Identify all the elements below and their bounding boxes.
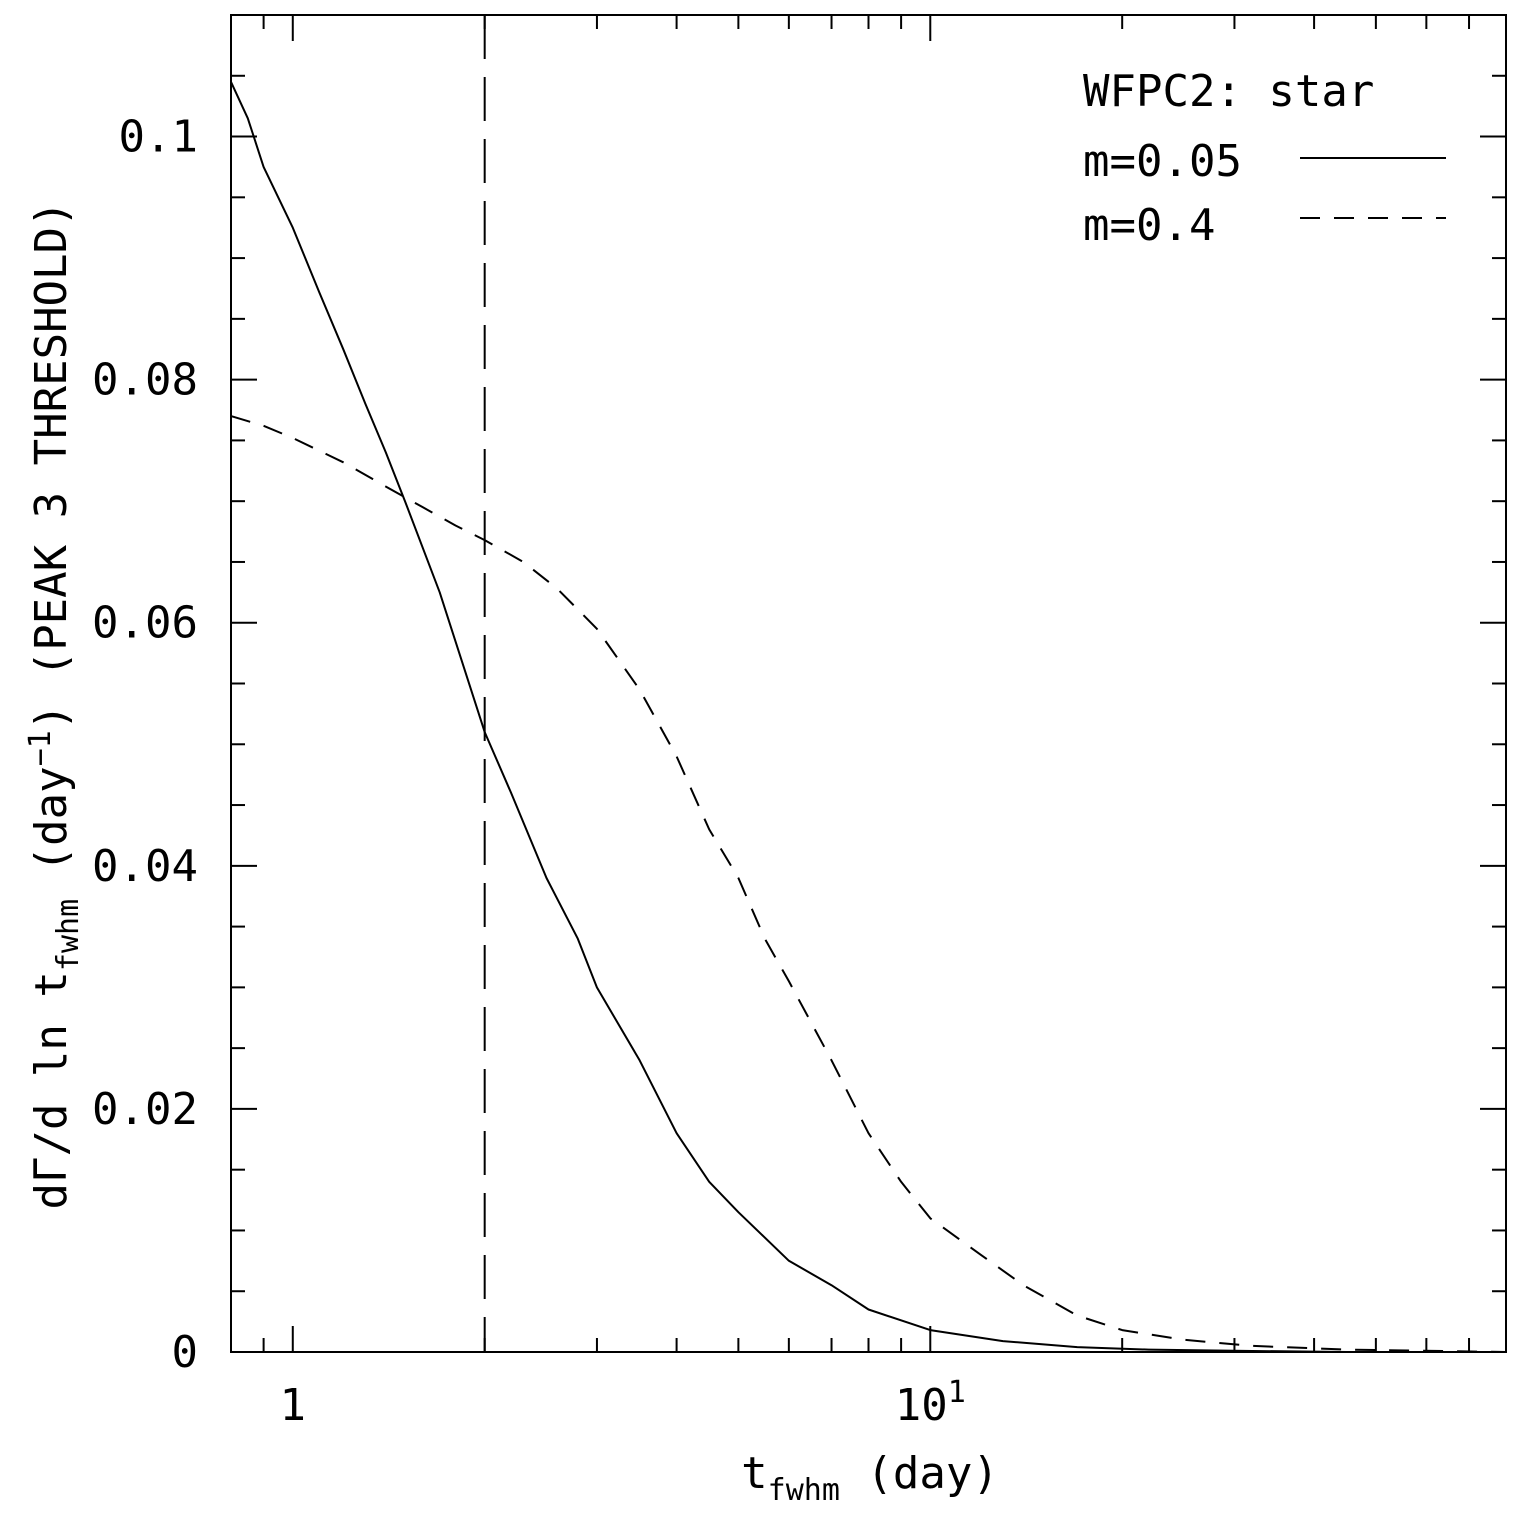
plot-frame (230, 14, 1507, 1353)
y-tick-label: 0.08 (92, 355, 198, 406)
y-tick-label: 0.02 (92, 1084, 198, 1135)
y-tick-label: 0.1 (119, 112, 198, 163)
y-tick-labels: 0 0.02 0.04 0.06 0.08 0.1 (92, 112, 198, 1378)
x-axis-label-main: t (741, 1448, 768, 1499)
legend: WFPC2: star m=0.05 m=0.4 (1083, 66, 1446, 251)
x-tick-labels: 1 101 (280, 1375, 966, 1431)
x-tick-label-exponent: 1 (948, 1375, 966, 1410)
series-layer (230, 81, 1507, 1353)
x-axis-label-rest: (day) (840, 1448, 999, 1499)
series-line-m005 (230, 81, 1506, 1353)
y-axis-label-mid: (day (26, 766, 77, 898)
y-axis-label-sup: −1 (23, 730, 58, 766)
series-line-m04 (230, 415, 1507, 1353)
x-axis-label: tfwhm (day) (741, 1448, 999, 1508)
y-axis-label-sub: fwhm (51, 899, 86, 971)
y-axis-label-post: ) (PEAK 3 THRESHOLD) (26, 200, 77, 730)
y-axis-label: dΓ/d ln tfwhm (day−1) (PEAK 3 THRESHOLD) (23, 200, 86, 1209)
y-axis-label-pre: dΓ/d ln t (26, 971, 77, 1209)
legend-label-m005: m=0.05 (1083, 136, 1242, 187)
y-tick-label: 0.04 (92, 841, 198, 892)
x-tick-label-base: 10 (895, 1380, 948, 1431)
x-tick-label-base: 1 (280, 1380, 307, 1431)
legend-label-m04: m=0.4 (1083, 200, 1215, 251)
x-axis-label-sub: fwhm (768, 1473, 840, 1508)
y-tick-label: 0.06 (92, 598, 198, 649)
x-tick-label: 1 (280, 1380, 307, 1431)
x-tick-label: 101 (895, 1375, 966, 1431)
y-tick-label: 0 (172, 1327, 199, 1378)
legend-title: WFPC2: star (1083, 66, 1374, 117)
axis-ticks (230, 14, 1507, 1353)
